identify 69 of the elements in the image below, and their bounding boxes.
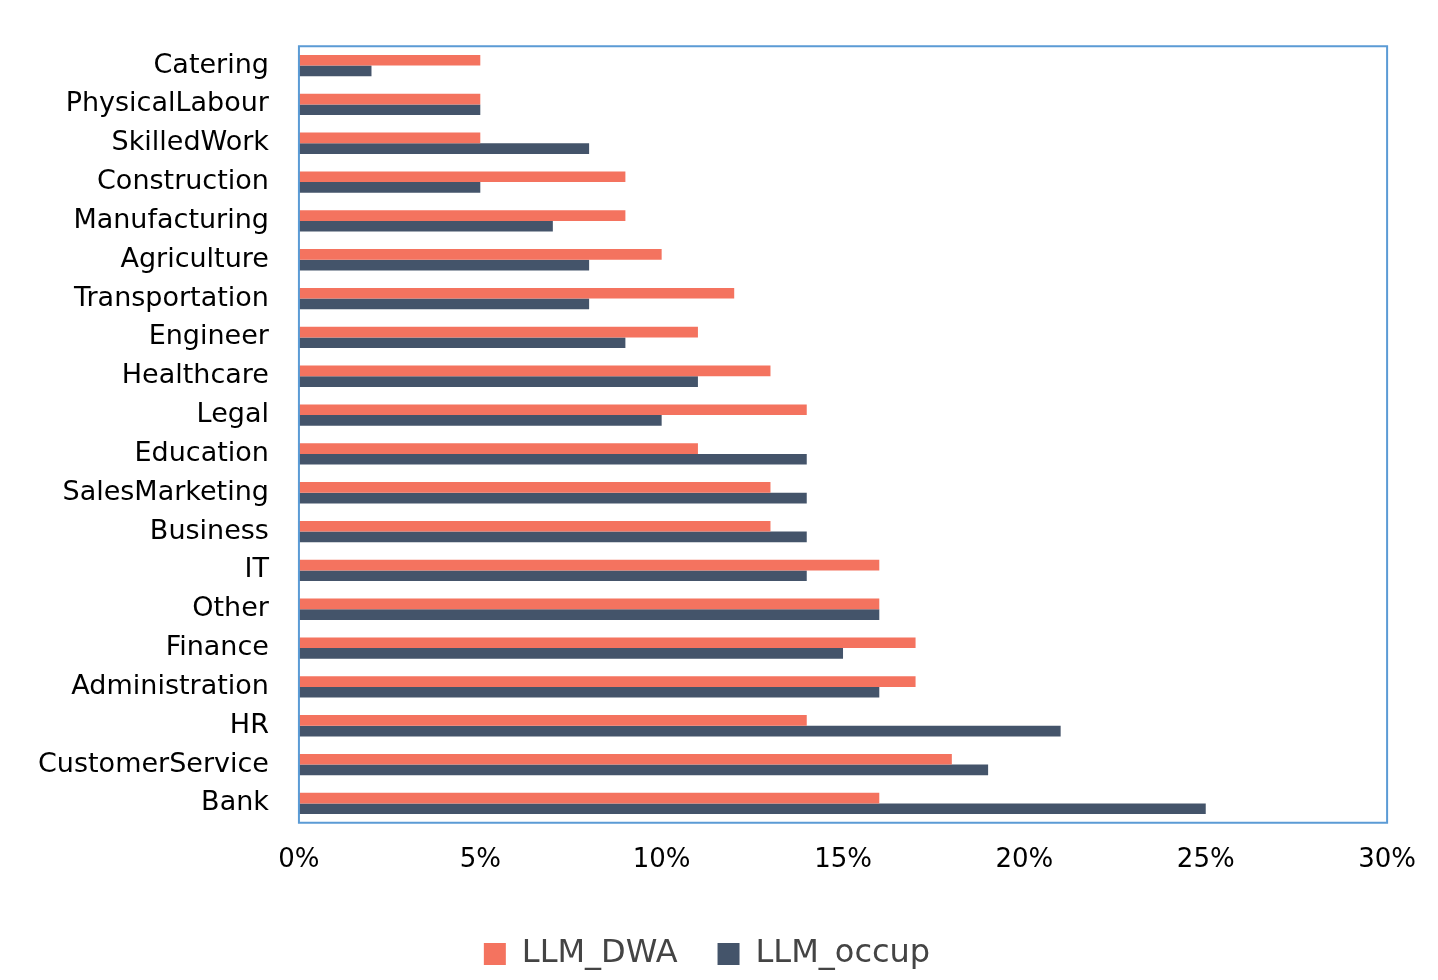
x-tick-label: 20%: [995, 843, 1054, 874]
bar: [298, 287, 735, 299]
bar: [298, 365, 771, 377]
bar: [298, 531, 807, 543]
bar: [298, 171, 626, 183]
bar: [298, 443, 698, 454]
y-tick-label: Business: [149, 513, 269, 545]
y-tick-label: Transportation: [72, 280, 269, 312]
y-tick-label: IT: [244, 552, 270, 584]
bar: [298, 65, 372, 77]
bar: [298, 792, 880, 804]
bar: [298, 570, 807, 582]
legend-label: LLM_occup: [755, 932, 931, 971]
bar: [298, 143, 590, 154]
bar: [298, 337, 626, 349]
bar: [298, 93, 481, 105]
bar: [298, 326, 698, 338]
y-tick-label: Other: [192, 591, 270, 623]
bar: [298, 753, 952, 765]
x-tick-label: 0%: [278, 843, 320, 874]
bar: [298, 182, 481, 193]
bar: [298, 210, 626, 221]
legend-label: LLM_DWA: [521, 932, 678, 971]
y-tick-label: Agriculture: [120, 241, 269, 273]
bar: [298, 132, 481, 144]
bar: [298, 676, 916, 687]
y-tick-label: CustomerService: [38, 746, 269, 778]
bar: [298, 764, 989, 776]
y-tick-label: Education: [134, 435, 269, 467]
y-tick-label: Bank: [201, 785, 270, 817]
y-tick-label: Manufacturing: [73, 202, 269, 234]
bar: [298, 609, 880, 620]
bar: [298, 637, 916, 649]
x-tick-label: 15%: [814, 843, 872, 874]
bar: [298, 298, 590, 310]
y-tick-label: Construction: [97, 164, 269, 196]
bar: [298, 648, 844, 659]
y-tick-label: Finance: [165, 630, 269, 662]
bar: [298, 104, 481, 116]
y-tick-label: Catering: [153, 47, 269, 79]
bar: [298, 415, 662, 426]
bar: [298, 220, 553, 232]
x-tick-label: 5%: [459, 843, 501, 874]
bar: [298, 725, 1061, 737]
y-tick-label: SalesMarketing: [62, 474, 269, 506]
bar: [298, 404, 807, 416]
y-tick-label: Legal: [196, 397, 269, 429]
y-tick-label: SkilledWork: [111, 125, 270, 157]
x-tick-label: 25%: [1176, 843, 1235, 874]
bar: [298, 686, 880, 698]
bar: [298, 259, 590, 271]
bar: [298, 520, 771, 532]
y-tick-label: Administration: [71, 668, 269, 700]
bar: [298, 453, 807, 465]
bar: [298, 715, 807, 726]
y-tick-label: Healthcare: [121, 358, 269, 390]
bar: [298, 54, 481, 66]
bar: [298, 482, 771, 493]
bar: [298, 803, 1206, 815]
bar: [298, 249, 662, 260]
y-tick-label: Engineer: [148, 319, 270, 351]
bar: [298, 559, 880, 571]
bar: [298, 598, 880, 610]
y-tick-label: PhysicalLabour: [65, 86, 270, 118]
x-tick-label: 30%: [1358, 843, 1416, 874]
bar: [298, 492, 807, 504]
bar: [298, 376, 698, 387]
x-tick-label: 10%: [632, 843, 691, 874]
y-tick-label: HR: [229, 707, 269, 739]
